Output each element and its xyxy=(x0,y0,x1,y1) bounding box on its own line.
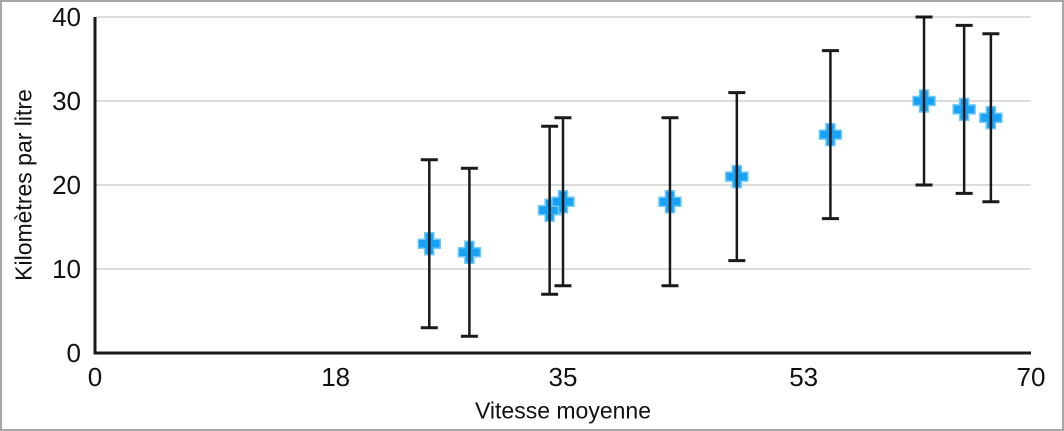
y-tick-label: 0 xyxy=(66,338,81,368)
x-tick-label: 35 xyxy=(548,362,578,392)
x-tick-label: 70 xyxy=(1016,362,1046,392)
y-axis-title: Kilomètres par litre xyxy=(10,89,37,281)
y-tick-label: 10 xyxy=(52,254,81,284)
y-tick-label: 20 xyxy=(52,170,81,200)
y-tick-label: 30 xyxy=(52,86,81,116)
x-tick-label: 53 xyxy=(789,362,819,392)
x-tick-label: 0 xyxy=(87,362,103,392)
x-axis-title: Vitesse moyenne xyxy=(474,397,652,424)
y-tick-label: 40 xyxy=(52,2,81,32)
x-tick-label: 18 xyxy=(321,362,351,392)
